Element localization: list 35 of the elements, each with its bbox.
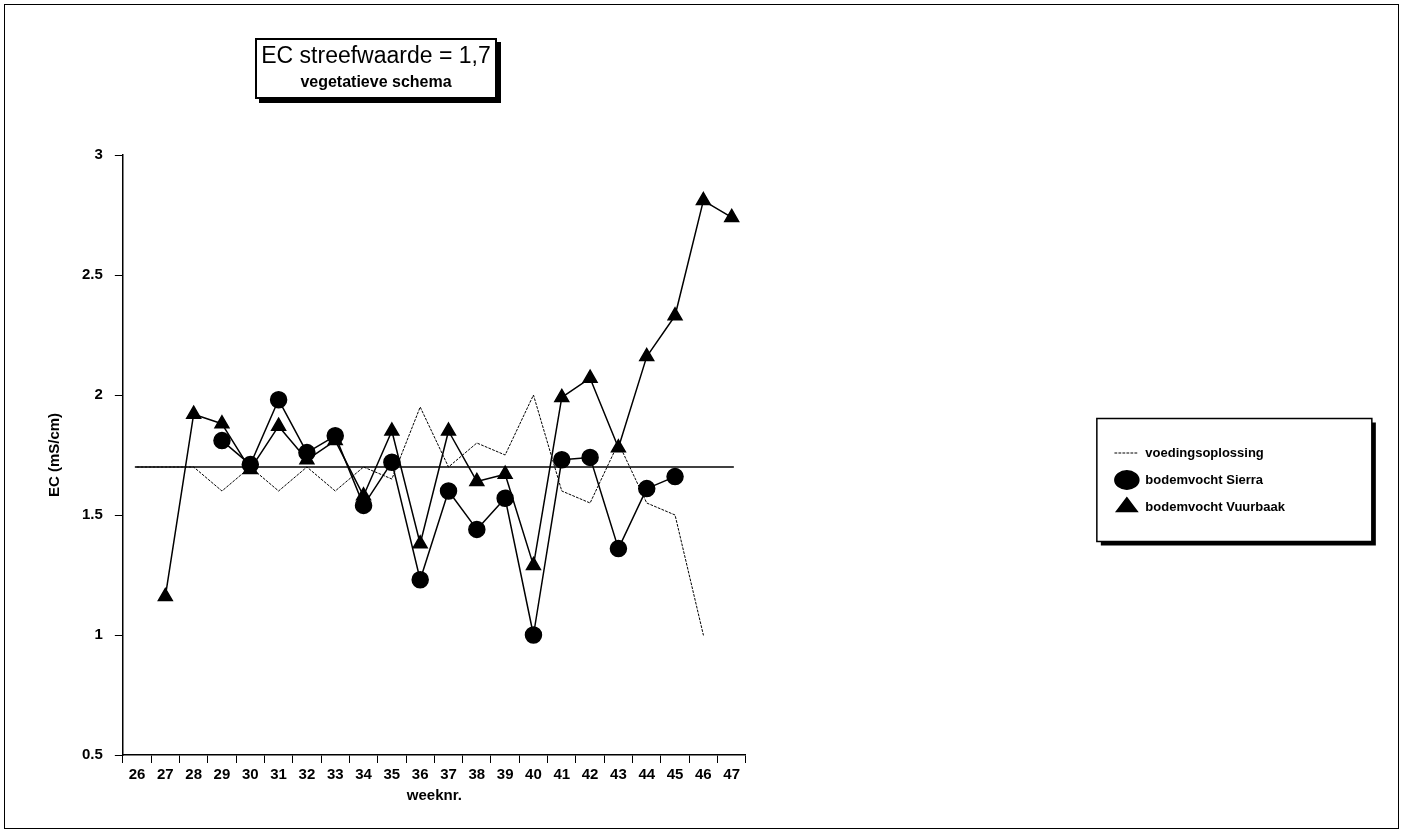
x-tick-label: 32 [298,765,316,783]
y-tick-label: 1 [94,625,103,643]
x-tick-label: 47 [723,765,741,783]
y-tick-label: 2.5 [81,265,103,283]
y-axis-title: EC (mS/cm) [45,412,63,498]
x-tick-label: 29 [213,765,231,783]
x-tick-label: 40 [525,765,542,783]
x-tick-label: 37 [440,765,457,783]
x-tick-label: 39 [496,765,514,783]
legend-label: bodemvocht Sierra [1145,471,1264,487]
legend-label: voedingsoplossing [1145,444,1264,460]
legend-label: bodemvocht Vuurbaak [1145,498,1286,514]
x-tick-label: 43 [610,765,627,783]
x-tick-label: 41 [553,765,571,783]
x-tick-label: 46 [695,765,712,783]
x-tick-label: 44 [638,765,656,783]
x-tick-label: 34 [355,765,373,783]
x-tick-label: 42 [581,765,599,783]
chart-subtitle: vegetatieve schema [299,73,453,91]
y-tick-label: 3 [94,145,103,163]
x-tick-label: 35 [383,765,401,783]
x-tick-label: 36 [411,765,429,783]
x-tick-label: 33 [326,765,344,783]
y-tick-label: 2 [94,385,103,403]
x-tick-label: 30 [241,765,259,783]
x-tick-label: 27 [156,765,174,783]
x-tick-label: 28 [185,765,202,783]
x-tick-label: 31 [270,765,287,783]
y-tick-label: 1.5 [81,505,103,523]
chart-title: EC streefwaarde = 1,7 [261,42,491,69]
x-tick-label: 38 [468,765,486,783]
y-tick-label: 0.5 [81,745,103,763]
x-tick-label: 45 [666,765,684,783]
x-tick-label: 26 [128,765,146,783]
x-axis-title: weeknr. [405,786,462,804]
